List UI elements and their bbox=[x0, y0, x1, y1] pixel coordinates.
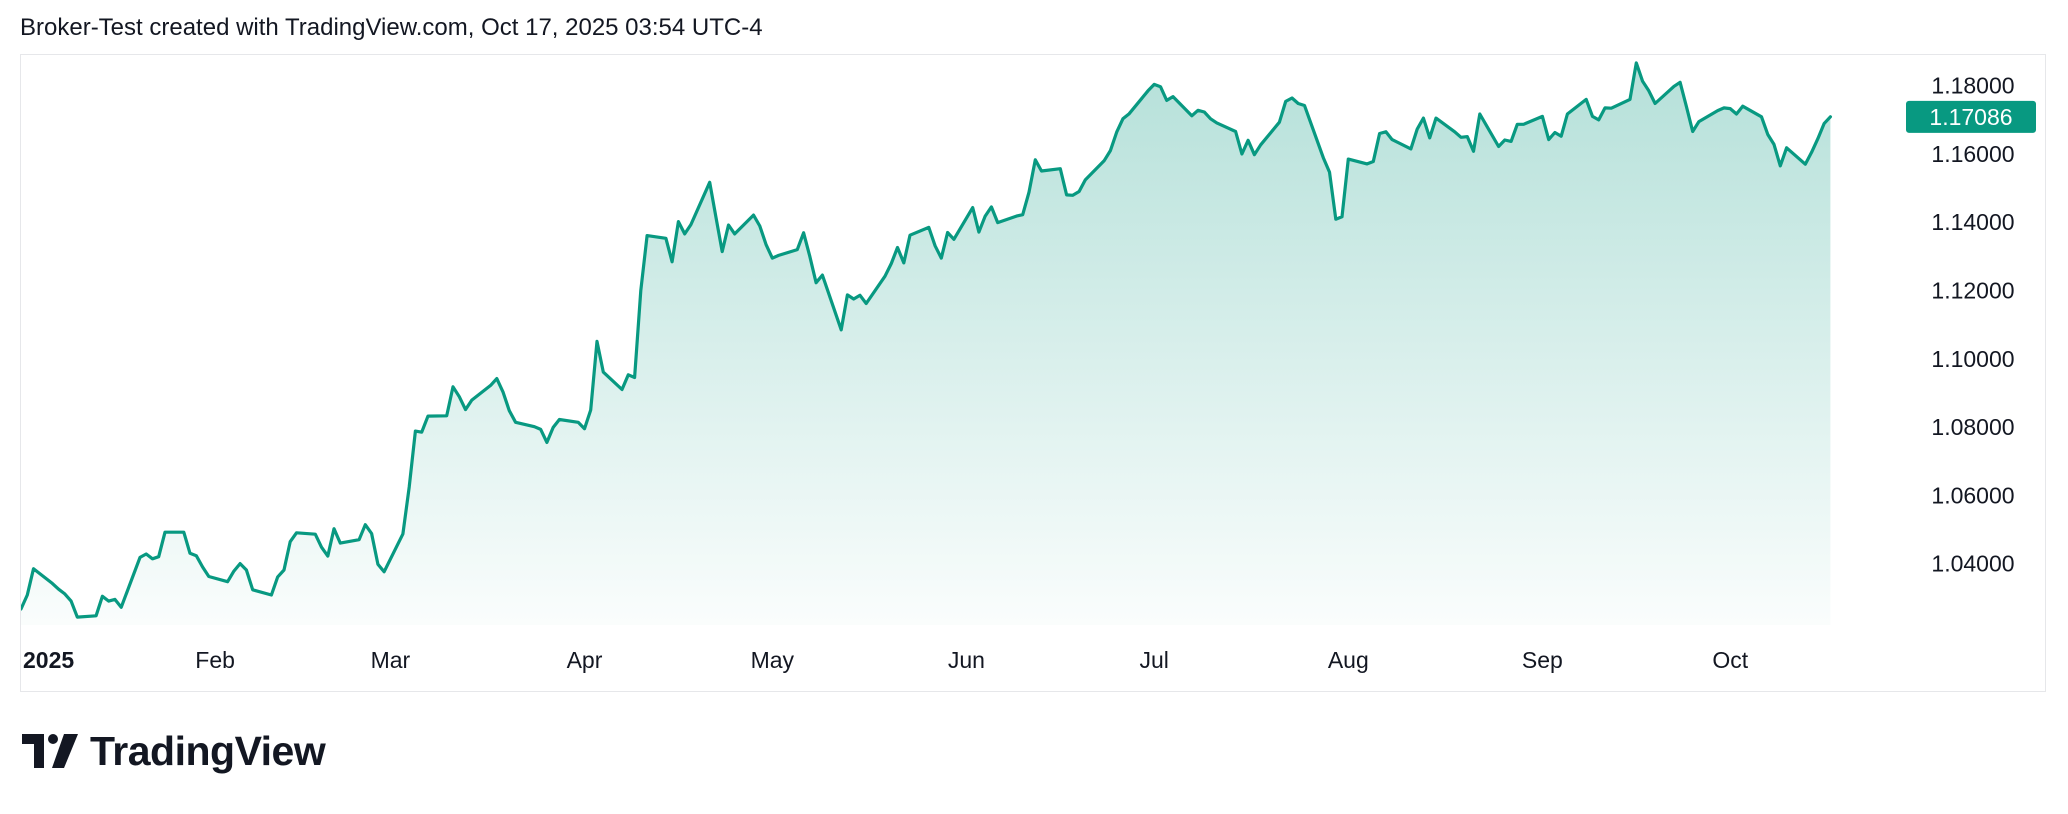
area-fill bbox=[21, 62, 1831, 625]
chart-attribution: Broker-Test created with TradingView.com… bbox=[20, 14, 763, 41]
y-axis-tick-label: 1.12000 bbox=[1931, 278, 2014, 304]
chart-panel[interactable]: 1.18000 1.16000 1.14000 1.12000 1.10000 1.080… bbox=[20, 54, 2046, 692]
y-axis-tick-label: 1.18000 bbox=[1931, 73, 2014, 99]
x-axis-tick-label: May bbox=[751, 647, 795, 673]
x-axis-tick-label: Mar bbox=[371, 647, 411, 673]
x-axis-tick-label: Jul bbox=[1140, 647, 1169, 673]
x-axis-tick-label: Feb bbox=[195, 647, 235, 673]
x-axis-tick-label: Oct bbox=[1712, 647, 1748, 673]
tradingview-logo[interactable]: TradingView bbox=[22, 726, 326, 776]
x-axis-tick-label: Jun bbox=[948, 647, 985, 673]
tradingview-wordmark: TradingView bbox=[90, 727, 326, 774]
y-axis-tick-label: 1.14000 bbox=[1931, 209, 2014, 235]
y-axis-tick-label: 1.04000 bbox=[1931, 551, 2014, 577]
x-axis-tick-label: Sep bbox=[1522, 647, 1563, 673]
last-price-badge bbox=[1906, 100, 2036, 133]
y-axis-tick-label: 1.10000 bbox=[1931, 346, 2014, 372]
price-series-line[interactable] bbox=[21, 61, 1832, 619]
x-axis-tick-label: Aug bbox=[1328, 647, 1369, 673]
last-price-label: 1.17086 bbox=[1929, 104, 2012, 130]
y-axis-tick-label: 1.08000 bbox=[1931, 414, 2014, 440]
area-chart[interactable]: 1.18000 1.16000 1.14000 1.12000 1.10000 1.080… bbox=[21, 55, 2045, 691]
x-axis-tick-label: 2025 bbox=[23, 647, 74, 673]
y-axis-tick-label: 1.06000 bbox=[1931, 482, 2014, 508]
tradingview-logo-icon bbox=[22, 734, 78, 768]
y-axis-tick-label: 1.16000 bbox=[1931, 141, 2014, 167]
x-axis-tick-label: Apr bbox=[567, 647, 603, 673]
